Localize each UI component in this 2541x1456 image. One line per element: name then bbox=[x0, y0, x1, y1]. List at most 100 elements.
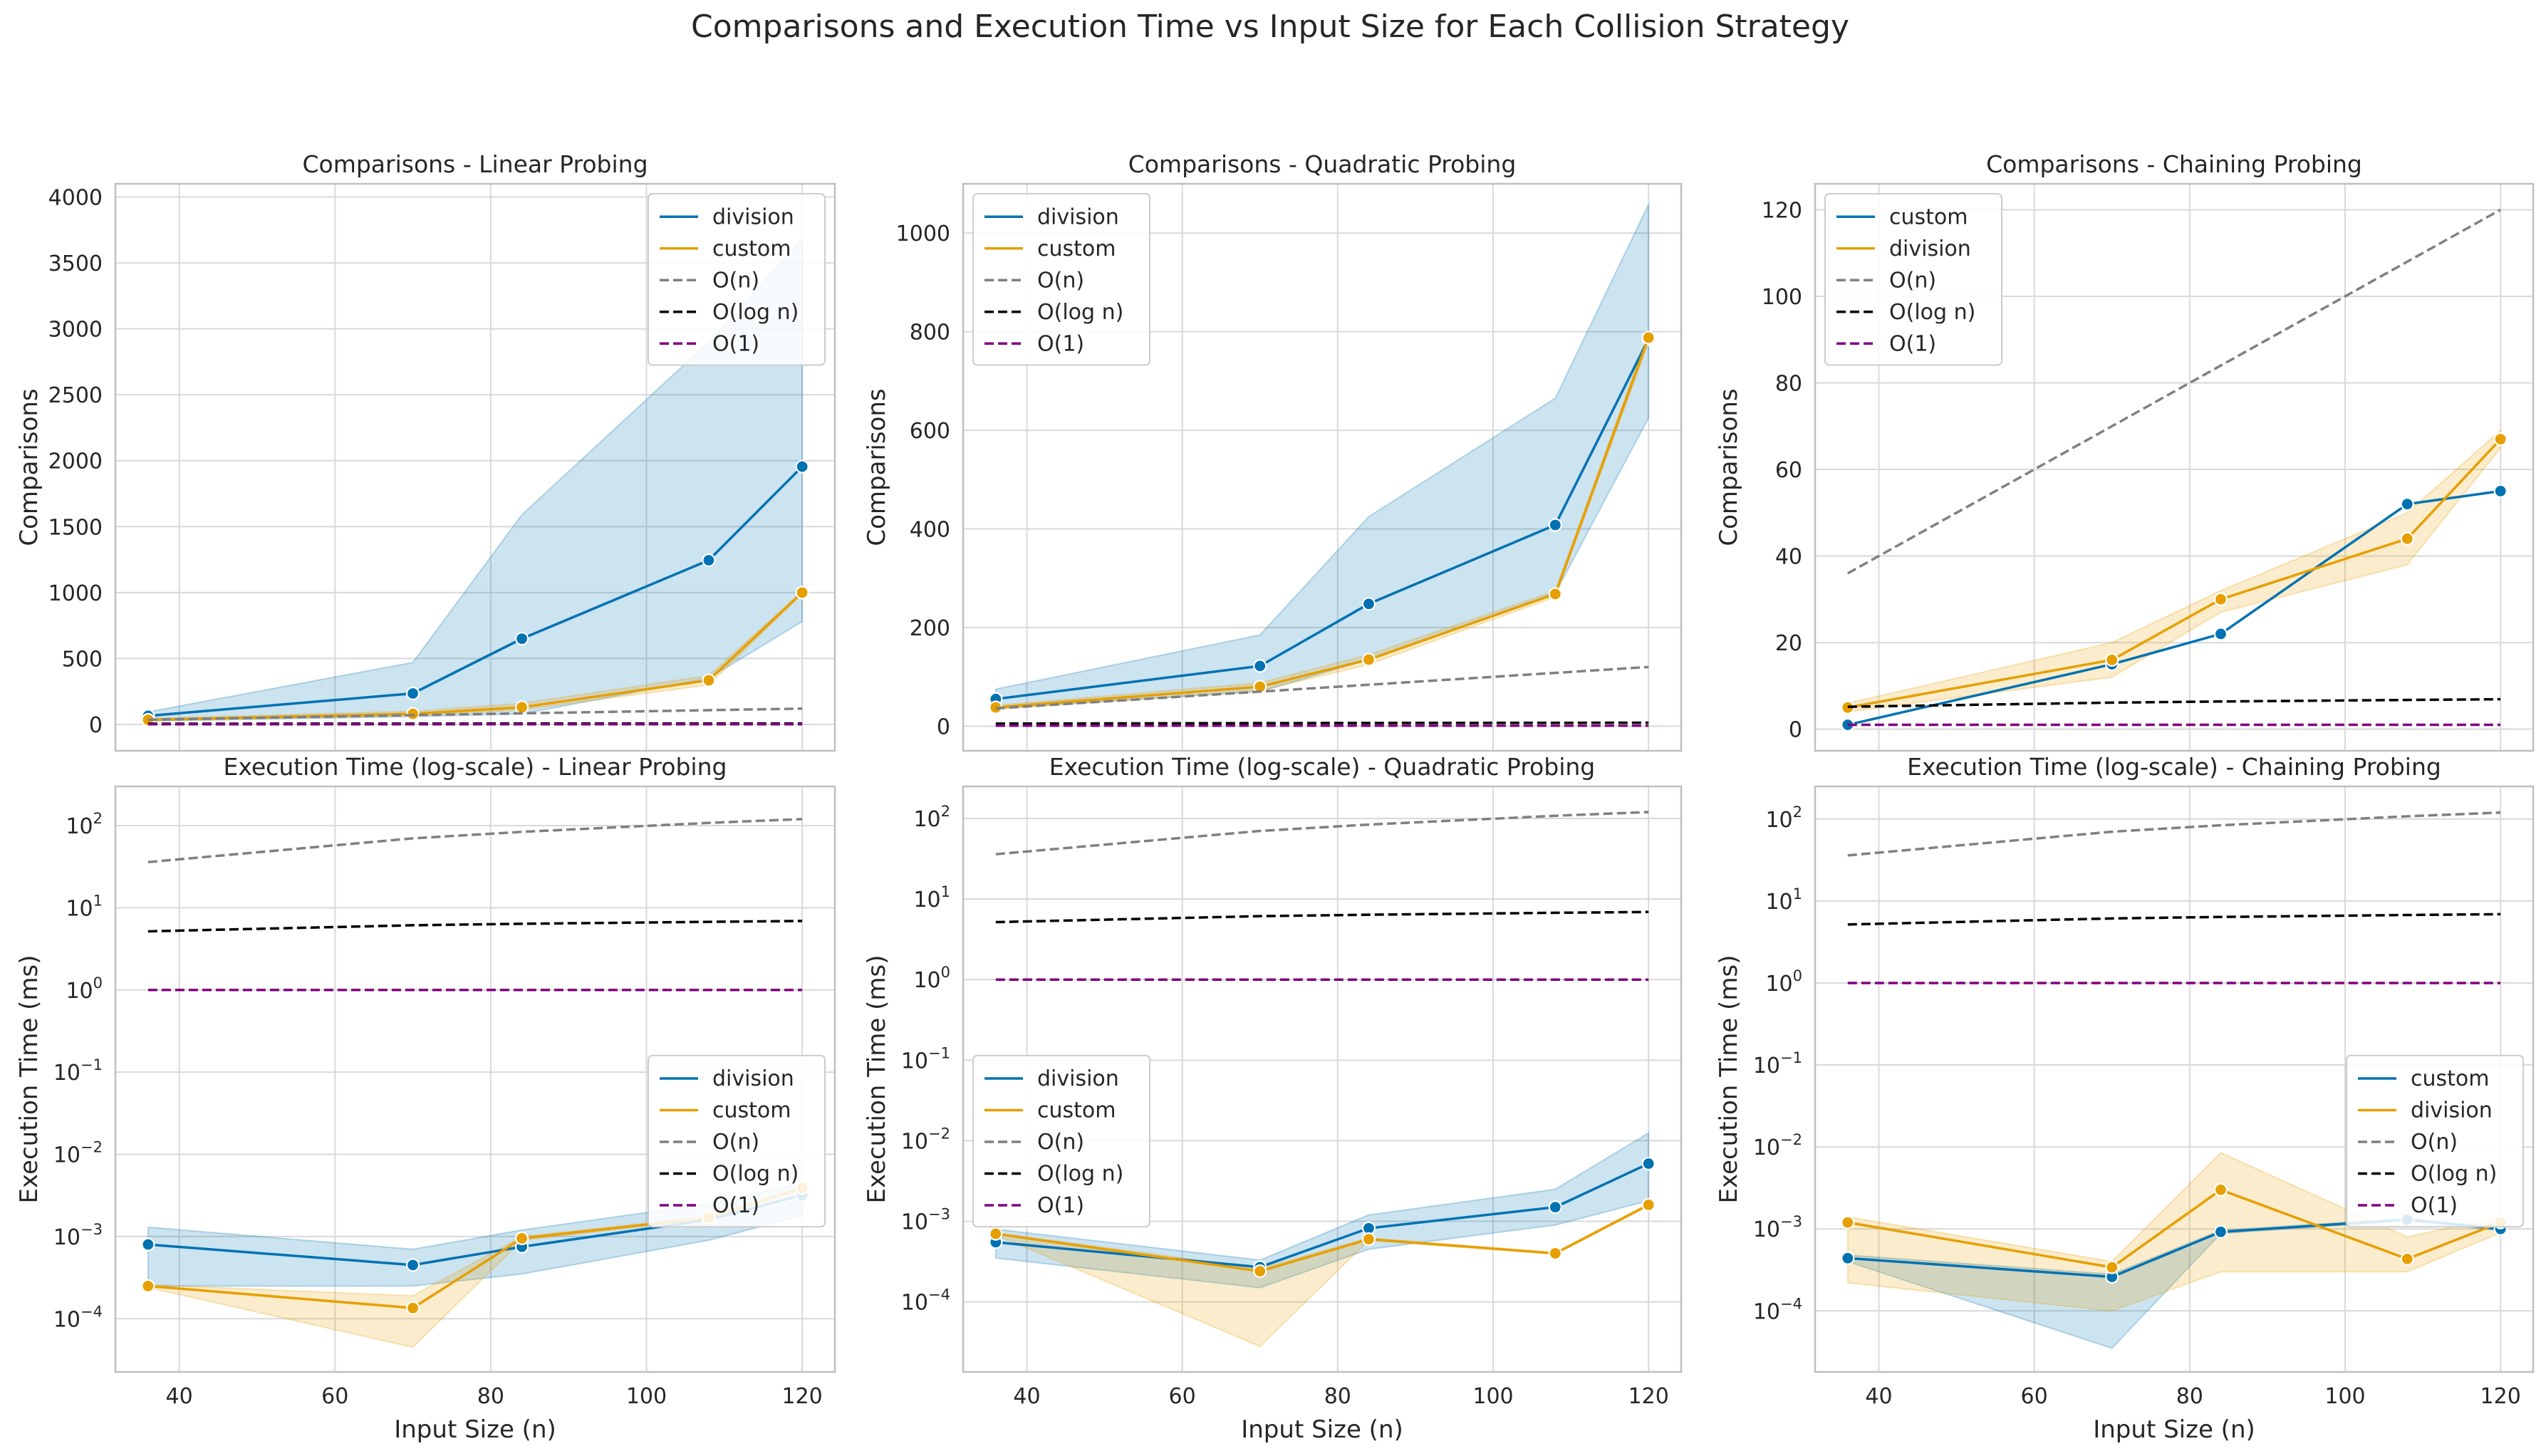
series-line-3 bbox=[995, 910, 1649, 924]
data-point bbox=[405, 686, 420, 701]
y-tick-label: 4000 bbox=[48, 186, 103, 211]
legend-label: division bbox=[2411, 1098, 2493, 1123]
legend-label: O(log n) bbox=[712, 1162, 799, 1187]
x-axis-label: Input Size (n) bbox=[1241, 1415, 1403, 1444]
legend: division custom O(n) O(log n) O(1) bbox=[648, 193, 826, 366]
x-tick-label: 40 bbox=[166, 1384, 193, 1409]
y-tick-label: 100 bbox=[66, 974, 103, 1004]
data-point bbox=[1641, 331, 1656, 345]
data-point bbox=[1641, 1156, 1656, 1171]
legend-label: division bbox=[1037, 1066, 1119, 1091]
data-point bbox=[2400, 497, 2414, 511]
data-point bbox=[1841, 1215, 1855, 1229]
data-point bbox=[514, 1231, 529, 1246]
y-tick-label: 10−2 bbox=[1753, 1131, 1802, 1160]
panel-4: Execution Time (log-scale) - Linear Prob… bbox=[15, 753, 836, 1444]
panel-5: Execution Time (log-scale) - Quadratic P… bbox=[863, 753, 1683, 1444]
legend-box bbox=[972, 1054, 1150, 1228]
data-point bbox=[1253, 1264, 1267, 1279]
data-point bbox=[2493, 484, 2508, 499]
legend-box bbox=[1824, 193, 2002, 366]
legend: division custom O(n) O(log n) O(1) bbox=[648, 1054, 826, 1228]
x-tick-label: 120 bbox=[2480, 1384, 2521, 1409]
series-line-2 bbox=[1847, 811, 2501, 857]
data-point bbox=[2213, 1224, 2228, 1239]
y-tick-label: 101 bbox=[1765, 885, 1802, 915]
data-point bbox=[1548, 1246, 1562, 1261]
legend-label: O(1) bbox=[1037, 331, 1084, 356]
y-tick-label: 100 bbox=[1765, 967, 1802, 997]
axes-frame bbox=[1814, 182, 2535, 752]
data-point bbox=[2400, 531, 2414, 546]
y-tick-label: 10−1 bbox=[901, 1044, 950, 1073]
x-tick-label: 40 bbox=[1013, 1384, 1040, 1409]
legend-label: O(n) bbox=[1037, 1130, 1084, 1155]
data-point bbox=[514, 700, 529, 714]
x-tick-label: 80 bbox=[477, 1384, 504, 1409]
legend-label: division bbox=[1889, 236, 1971, 261]
y-axis-label: Comparisons bbox=[1715, 388, 1743, 546]
data-point bbox=[1548, 587, 1562, 601]
legend-label: O(n) bbox=[712, 268, 759, 293]
y-tick-label: 10−4 bbox=[53, 1303, 103, 1332]
y-tick-label: 400 bbox=[910, 518, 950, 543]
y-tick-label: 600 bbox=[910, 419, 950, 444]
y-axis-label: Execution Time (ms) bbox=[15, 955, 43, 1203]
y-tick-label: 120 bbox=[1762, 198, 1802, 223]
data-point bbox=[2213, 592, 2228, 606]
data-point bbox=[405, 707, 420, 721]
series-line-2 bbox=[147, 707, 803, 722]
panel-6: Execution Time (log-scale) - Chaining Pr… bbox=[1715, 753, 2535, 1444]
panel-2: Comparisons - Quadratic Probing Compariso… bbox=[863, 150, 1683, 752]
y-tick-label: 10−4 bbox=[901, 1286, 950, 1316]
y-tick-label: 80 bbox=[1775, 372, 1802, 397]
data-point bbox=[702, 673, 716, 687]
legend-label: custom bbox=[712, 236, 791, 261]
legend-box bbox=[972, 193, 1150, 366]
legend-label: O(n) bbox=[1037, 268, 1084, 293]
panel-title: Comparisons - Linear Probing bbox=[302, 150, 648, 178]
legend-label: O(log n) bbox=[1889, 300, 1975, 325]
y-tick-label: 2000 bbox=[48, 449, 103, 474]
data-point bbox=[1361, 597, 1376, 611]
data-point bbox=[141, 1279, 155, 1293]
legend-label: O(1) bbox=[712, 1193, 759, 1218]
panel-title: Execution Time (log-scale) - Linear Prob… bbox=[224, 753, 727, 781]
data-point bbox=[1841, 1251, 1855, 1265]
y-tick-label: 10−3 bbox=[53, 1221, 103, 1250]
y-tick-label: 1000 bbox=[48, 581, 103, 606]
legend: custom division O(n) O(log n) O(1) bbox=[2346, 1054, 2524, 1228]
legend-label: custom bbox=[1889, 204, 1968, 229]
data-point bbox=[2400, 1252, 2414, 1266]
x-tick-label: 100 bbox=[2324, 1384, 2365, 1409]
data-point bbox=[989, 1227, 1003, 1241]
confidence-band-0 bbox=[147, 237, 804, 722]
legend-label: O(log n) bbox=[712, 300, 799, 325]
panel-title: Execution Time (log-scale) - Chaining Pr… bbox=[1907, 753, 2441, 781]
legend-label: O(n) bbox=[1889, 268, 1936, 293]
y-tick-label: 60 bbox=[1775, 458, 1802, 483]
x-tick-label: 60 bbox=[2021, 1384, 2048, 1409]
series-line-2 bbox=[147, 818, 803, 863]
legend-label: custom bbox=[1037, 1098, 1116, 1123]
y-axis-label: Comparisons bbox=[15, 388, 43, 546]
legend-box bbox=[2346, 1054, 2524, 1228]
data-point bbox=[795, 459, 809, 474]
legend-label: O(n) bbox=[712, 1130, 759, 1155]
legend-label: O(1) bbox=[1889, 331, 1936, 356]
x-tick-label: 100 bbox=[626, 1384, 667, 1409]
data-point bbox=[1548, 518, 1562, 532]
series-line-2 bbox=[995, 811, 1649, 856]
series-line-2 bbox=[995, 665, 1649, 710]
data-point bbox=[702, 553, 716, 568]
panel-title: Comparisons - Quadratic Probing bbox=[1128, 150, 1517, 178]
y-tick-label: 10−2 bbox=[901, 1125, 950, 1154]
data-point bbox=[2493, 432, 2508, 447]
legend-label: custom bbox=[2411, 1066, 2489, 1091]
data-point bbox=[1641, 1197, 1656, 1212]
legend-label: division bbox=[712, 204, 794, 229]
axes-frame bbox=[962, 182, 1683, 752]
x-tick-label: 40 bbox=[1865, 1384, 1892, 1409]
y-tick-label: 10−4 bbox=[1753, 1295, 1802, 1324]
